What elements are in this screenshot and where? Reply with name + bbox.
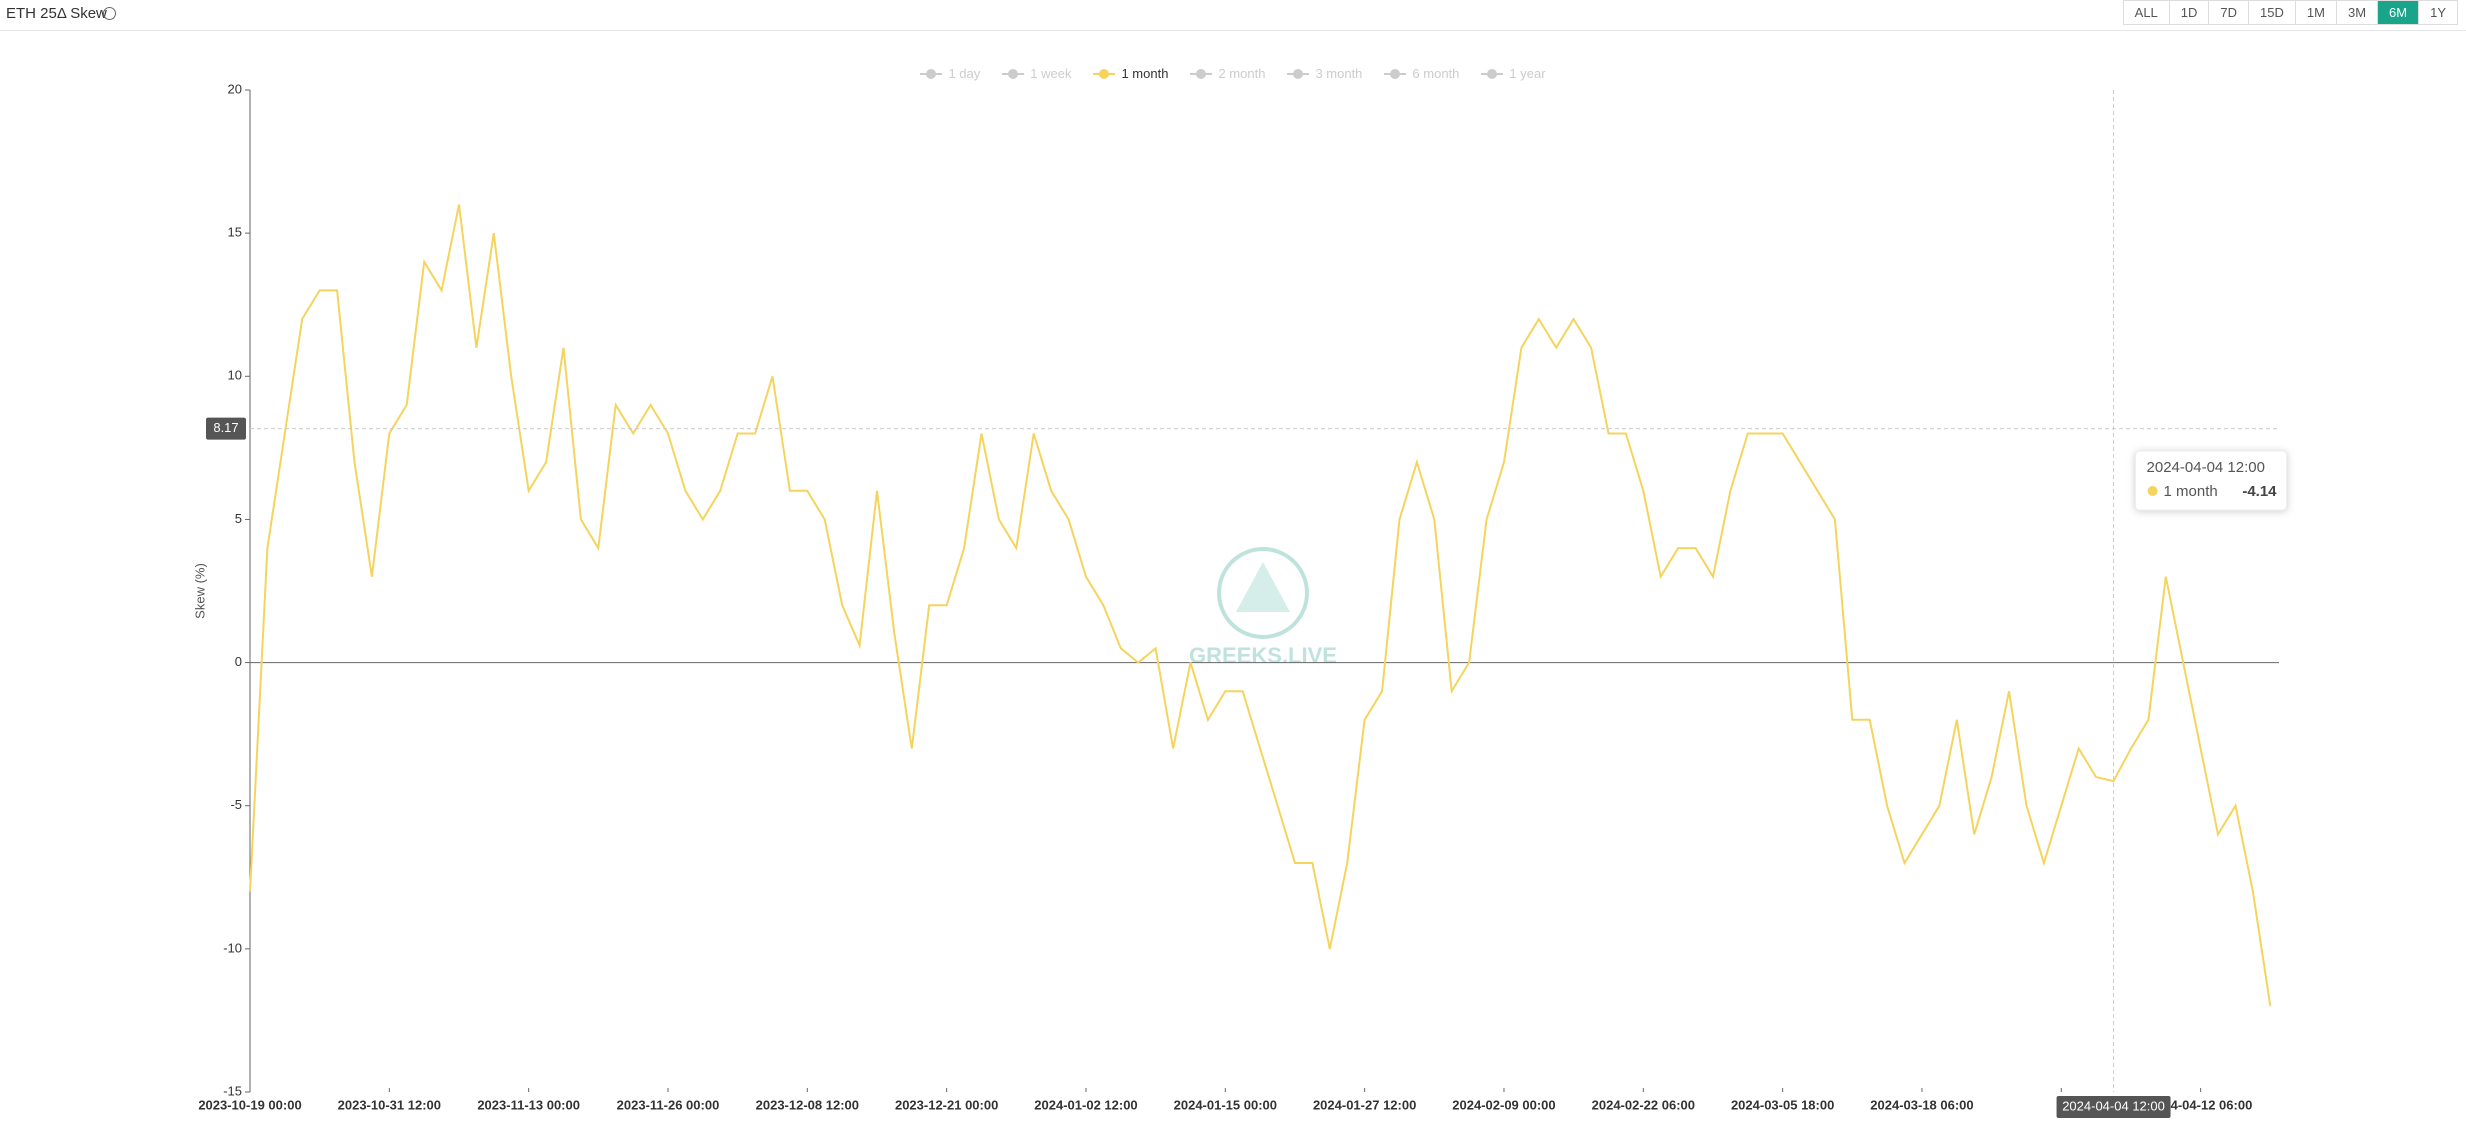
range-button[interactable]: 1D bbox=[2170, 1, 2210, 24]
legend: 1 day 1 week 1 month 2 month 3 month 6 month 1… bbox=[0, 66, 2466, 81]
legend-item[interactable]: 6 month bbox=[1384, 66, 1459, 81]
x-tick-label: 2024-03-05 18:00 bbox=[1731, 1097, 1834, 1112]
legend-label: 1 day bbox=[948, 66, 981, 81]
x-tick-label: 2024-02-22 06:00 bbox=[1592, 1097, 1695, 1112]
x-tick-label: 2024-04-12 06:00 bbox=[2149, 1097, 2252, 1112]
watermark-logo bbox=[1236, 562, 1290, 612]
x-tick-label: 2024-01-27 12:00 bbox=[1313, 1097, 1416, 1112]
x-pointer-box bbox=[2056, 1096, 2171, 1118]
legend-item[interactable]: 1 month bbox=[1093, 66, 1168, 81]
y-pointer-box bbox=[206, 417, 246, 440]
range-button[interactable]: 1Y bbox=[2430, 5, 2446, 20]
x-tick-label: 2023-12-08 12:00 bbox=[756, 1097, 859, 1112]
x-tick-label: 2024-03-18 06:00 bbox=[1870, 1097, 1973, 1112]
header: ETH 25Δ Skew ALL 1D 7D 15D 1M 3M 6M 1Y bbox=[0, 0, 2466, 31]
page-title: ETH 25Δ Skew bbox=[6, 5, 107, 22]
y-tick-label: -15 bbox=[223, 1083, 242, 1098]
legend-dot bbox=[1196, 68, 1207, 79]
tooltip-box bbox=[2135, 450, 2288, 511]
legend-icon bbox=[1190, 68, 1213, 79]
legend-icon bbox=[1481, 68, 1504, 79]
x-tick-label: 2023-11-26 00:00 bbox=[617, 1097, 720, 1112]
range-button[interactable]: 6M bbox=[2378, 1, 2420, 24]
x-pointer-label: 2024-04-04 12:00 bbox=[2062, 1098, 2165, 1113]
legend-item[interactable]: 1 week bbox=[1002, 66, 1071, 81]
legend-dot bbox=[1099, 68, 1110, 79]
tooltip-dot bbox=[2147, 486, 2158, 496]
x-tick-label: 2023-11-13 00:00 bbox=[477, 1097, 580, 1112]
y-tick-label: 5 bbox=[235, 511, 242, 526]
legend-icon bbox=[1384, 68, 1407, 79]
y-tick-label: -5 bbox=[230, 797, 242, 812]
y-pointer-label: 8.17 bbox=[213, 420, 238, 435]
legend-icon bbox=[1093, 68, 1116, 79]
tooltip-value: -4.14 bbox=[2242, 483, 2277, 500]
watermark-text: GREEKS.LIVE bbox=[1189, 643, 1337, 668]
series-line bbox=[249, 204, 2272, 1007]
range-button[interactable]: ALL bbox=[2124, 1, 2170, 24]
legend-dot bbox=[926, 68, 937, 79]
range-buttons: ALL 1D 7D 15D 1M 3M 6M 1Y bbox=[2122, 0, 2458, 25]
legend-icon bbox=[1287, 68, 1310, 79]
x-tick-label: 2023-10-31 12:00 bbox=[338, 1097, 441, 1112]
legend-icon bbox=[920, 68, 943, 79]
legend-dot bbox=[1487, 68, 1498, 79]
y-tick-label: 20 bbox=[228, 81, 242, 96]
x-tick-label: 2024-01-02 12:00 bbox=[1034, 1097, 1137, 1112]
legend-dot bbox=[1390, 68, 1401, 79]
legend-label: 3 month bbox=[1315, 66, 1363, 81]
y-tick-label: 0 bbox=[235, 654, 242, 669]
range-button[interactable]: 7D bbox=[2209, 1, 2250, 24]
y-tick-label: -10 bbox=[223, 940, 242, 955]
legend-label: 6 month bbox=[1412, 66, 1460, 81]
legend-label: 2 month bbox=[1218, 66, 1266, 81]
x-tick-label: 2023-10-19 00:00 bbox=[198, 1097, 301, 1112]
legend-label: 1 month bbox=[1121, 66, 1169, 81]
x-tick-label: 2024-01-15 00:00 bbox=[1174, 1097, 1277, 1112]
range-button[interactable]: 1M bbox=[2296, 1, 2337, 24]
range-button[interactable]: 15D bbox=[2249, 1, 2296, 24]
y-axis-label: Skew (%) bbox=[192, 563, 207, 619]
watermark-logo bbox=[1217, 547, 1309, 639]
tooltip-title: 2024-04-04 12:00 bbox=[2147, 459, 2265, 476]
range-button[interactable]: 3M bbox=[2337, 1, 2379, 24]
legend-icon bbox=[1002, 68, 1025, 79]
legend-dot bbox=[1008, 68, 1019, 79]
legend-dot bbox=[1293, 68, 1304, 79]
x-tick-label: 2023-12-21 00:00 bbox=[895, 1097, 998, 1112]
x-tick-label: 2024-02-09 00:00 bbox=[1452, 1097, 1555, 1112]
legend-item[interactable]: 1 day bbox=[920, 66, 980, 81]
legend-label: 1 week bbox=[1030, 66, 1072, 81]
y-tick-label: 10 bbox=[228, 368, 242, 383]
legend-item[interactable]: 3 month bbox=[1287, 66, 1362, 81]
legend-item[interactable]: 2 month bbox=[1190, 66, 1265, 81]
info-icon[interactable] bbox=[103, 7, 116, 20]
tooltip-series: 1 month bbox=[2164, 483, 2218, 500]
y-tick-label: 15 bbox=[228, 225, 242, 240]
legend-item[interactable]: 1 year bbox=[1481, 66, 1546, 81]
legend-label: 1 year bbox=[1509, 66, 1546, 81]
